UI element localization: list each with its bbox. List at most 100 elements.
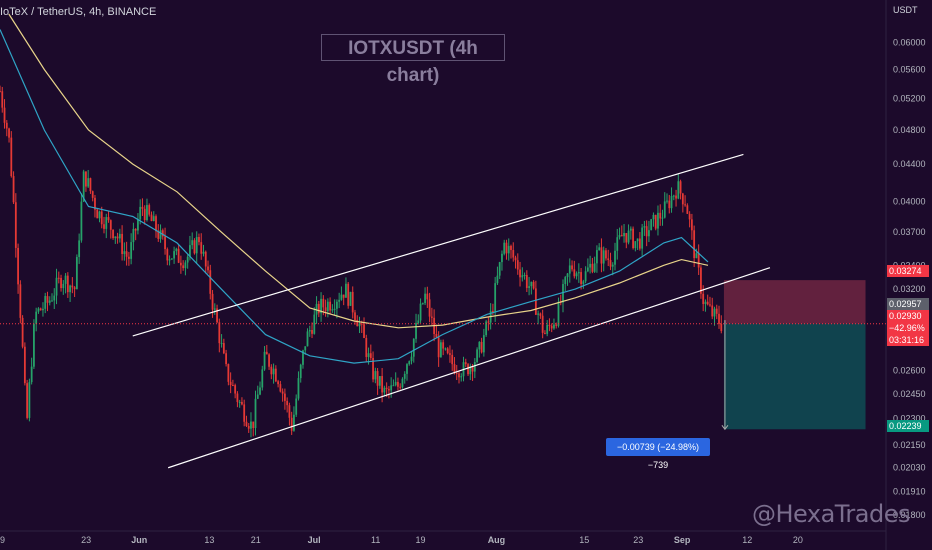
candle-body bbox=[299, 364, 302, 379]
measurement-arrow-head bbox=[721, 424, 729, 431]
take-profit-zone[interactable] bbox=[723, 323, 866, 430]
measurement-label[interactable]: −0.00739 (−24.98%) −739 bbox=[606, 438, 710, 470]
candle-body bbox=[605, 250, 607, 259]
candle-body bbox=[157, 231, 160, 239]
candle-body bbox=[503, 242, 506, 254]
candle-body bbox=[78, 240, 81, 258]
y-tick-label: 0.02030 bbox=[893, 463, 926, 473]
candle-body bbox=[64, 275, 67, 284]
candle-body bbox=[516, 260, 519, 270]
candle-body bbox=[94, 197, 96, 210]
candle-body bbox=[426, 293, 429, 300]
candle-body bbox=[143, 208, 146, 221]
symbol-label: IoTeX / TetherUS, 4h, BINANCE bbox=[0, 6, 157, 18]
x-tick-label: Jun bbox=[131, 535, 147, 545]
candle-body bbox=[523, 275, 526, 277]
candle-body bbox=[218, 322, 221, 344]
candle-body bbox=[116, 236, 119, 239]
candle-body bbox=[385, 387, 388, 389]
candle-body bbox=[216, 308, 218, 323]
candle-body bbox=[369, 353, 372, 359]
candle-body bbox=[152, 216, 155, 222]
candle-body bbox=[496, 275, 499, 284]
candle-body bbox=[614, 250, 616, 265]
candle-body bbox=[53, 295, 56, 301]
candle-body bbox=[406, 364, 408, 374]
candle-body bbox=[141, 206, 144, 209]
candle-body bbox=[12, 176, 15, 203]
channel-lower-line[interactable] bbox=[167, 267, 771, 469]
candle-body bbox=[354, 312, 356, 321]
candle-body bbox=[697, 253, 700, 268]
candle-body bbox=[611, 264, 614, 267]
candle-body bbox=[451, 354, 454, 365]
candle-body bbox=[98, 211, 101, 219]
candle-body bbox=[530, 281, 533, 287]
stop-loss-zone[interactable] bbox=[723, 280, 866, 324]
y-tick-label: 0.01910 bbox=[893, 487, 926, 497]
candle-body bbox=[198, 237, 200, 243]
candle-body bbox=[263, 351, 266, 370]
candle-body bbox=[392, 385, 395, 387]
candle-body bbox=[87, 178, 90, 187]
candle-body bbox=[367, 353, 370, 357]
candle-body bbox=[537, 313, 540, 315]
candle-body bbox=[609, 260, 612, 267]
candle-body bbox=[85, 171, 87, 187]
x-tick-label: 11 bbox=[371, 535, 380, 545]
candle-body bbox=[650, 219, 653, 231]
candle-body bbox=[51, 300, 53, 302]
candle-body bbox=[546, 324, 549, 334]
candle-body bbox=[265, 351, 268, 355]
x-tick-label: 13 bbox=[204, 535, 214, 545]
candle-body bbox=[661, 217, 664, 219]
candle-body bbox=[139, 206, 142, 220]
candle-body bbox=[28, 382, 31, 418]
y-tick-label: 0.04400 bbox=[893, 159, 926, 169]
candle-body bbox=[342, 294, 345, 298]
candle-body bbox=[659, 212, 662, 219]
candle-body bbox=[607, 258, 610, 261]
candle-body bbox=[568, 265, 571, 274]
candle-body bbox=[564, 277, 567, 285]
candle-body bbox=[555, 324, 558, 326]
candle-body bbox=[179, 262, 182, 266]
candle-body bbox=[256, 394, 259, 399]
candle-body bbox=[421, 303, 424, 305]
candle-body bbox=[681, 193, 684, 205]
candle-body bbox=[521, 275, 524, 278]
candle-body bbox=[528, 286, 530, 288]
stop-price-tag: 0.03274 bbox=[887, 265, 929, 277]
candle-body bbox=[148, 205, 151, 215]
candle-body bbox=[634, 241, 637, 249]
candle-body bbox=[293, 414, 295, 431]
candle-body bbox=[159, 230, 162, 239]
y-tick-label: 0.02150 bbox=[893, 440, 926, 450]
candle-body bbox=[23, 346, 26, 384]
candle-body bbox=[331, 309, 334, 311]
candle-body bbox=[112, 229, 114, 239]
channel-upper-line[interactable] bbox=[132, 153, 744, 337]
candle-body bbox=[311, 330, 313, 334]
candle-body bbox=[105, 217, 108, 229]
candle-body bbox=[636, 238, 639, 242]
price-unit-label: USDT bbox=[893, 5, 918, 15]
candle-body bbox=[394, 381, 397, 386]
candle-body bbox=[80, 201, 83, 241]
candle-body bbox=[182, 265, 185, 269]
candle-body bbox=[706, 301, 709, 305]
candle-body bbox=[514, 257, 517, 261]
candle-body bbox=[580, 272, 582, 285]
candle-body bbox=[243, 404, 246, 422]
candle-body bbox=[89, 178, 92, 192]
candle-body bbox=[170, 258, 173, 260]
candle-body bbox=[317, 303, 320, 314]
y-tick-label: 0.05200 bbox=[893, 94, 926, 104]
candle-body bbox=[467, 364, 469, 375]
candle-body bbox=[702, 293, 705, 305]
candle-body bbox=[306, 331, 309, 347]
candle-body bbox=[308, 330, 311, 332]
symbol-header[interactable]: IoTeX / TetherUS, 4h, BINANCE bbox=[0, 6, 156, 18]
candle-body bbox=[96, 209, 99, 219]
